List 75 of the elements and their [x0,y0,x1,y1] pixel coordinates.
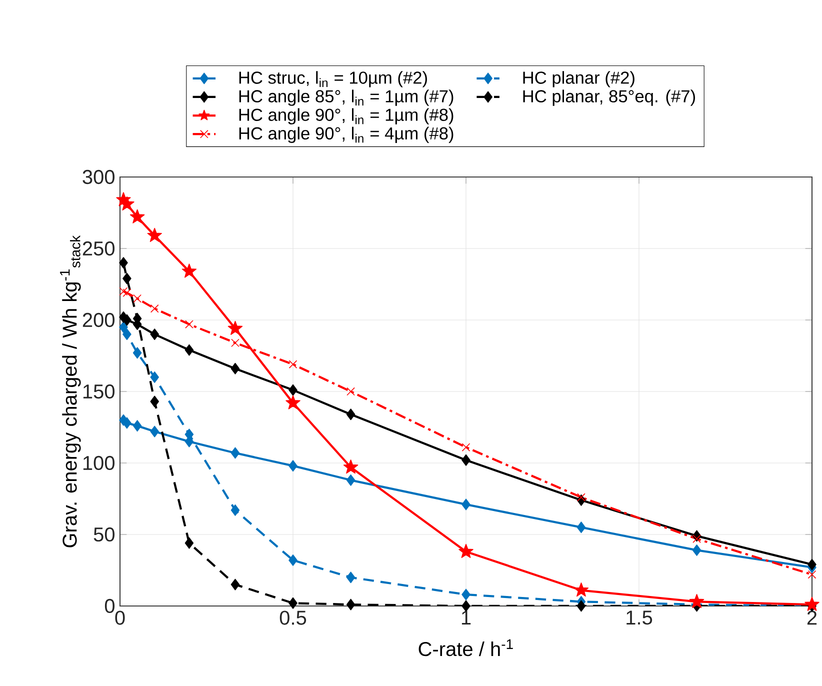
point [122,288,132,297]
point [122,417,132,429]
point [228,320,243,335]
y-axis-title: Grav. energy charged / Wh kg$^{-1}$stack [60,235,81,548]
legend-label: HC planar, 85°eq. (#7) [523,90,695,106]
y-tick-label: 200 [82,312,114,328]
y-tick-label: 300 [82,170,114,184]
point [808,570,816,579]
point [119,257,128,269]
point [692,534,701,543]
y-tick-label: 250 [82,241,114,256]
legend-label: HC struc, l$_{in}$ = 10µm (#2) [239,71,427,88]
x-tick-label: 1 [462,610,471,624]
point [130,209,145,224]
point [288,597,298,609]
point [150,328,160,340]
point [288,384,298,396]
point [122,328,132,340]
point [288,460,298,472]
x-axis-title: C-rate / h$^{-1}$ [418,639,513,656]
point [150,371,160,383]
point [120,196,134,210]
x-tick-label: 0.5 [280,610,306,625]
y-tick-label: 150 [83,384,114,399]
point [458,544,474,558]
point [288,360,298,368]
point [692,544,702,556]
y-tick-label: 0 [104,598,115,614]
point [185,320,194,328]
legend-label: HC angle 90°, l$_{in}$ = 1µm (#8) [239,108,454,124]
point [132,420,142,432]
point [119,287,128,296]
legend-label: HC angle 85°, l$_{in}$ = 1µm (#7) [239,90,454,106]
point [346,474,356,486]
point [346,598,356,610]
point [577,493,586,502]
x-tick-label: 0 [115,610,125,625]
point [230,447,240,459]
point [231,338,240,348]
point [150,426,160,438]
point [462,454,470,466]
legend-label: HC planar (#2) [523,71,634,88]
point [346,387,355,396]
point [230,578,240,590]
x-tick-label: 1.5 [626,610,652,625]
point [150,304,159,313]
point [182,264,197,278]
point [230,504,240,516]
y-tick-label: 100 [83,456,114,470]
point [808,558,816,570]
y-tick-label: 50 [94,527,114,542]
point [346,408,356,420]
point [462,498,470,510]
point [122,314,132,326]
point [576,600,586,612]
point [119,321,128,333]
point [462,443,470,452]
legend-label: HC angle 90°, l$_{in}$ = 4µm (#8) [239,126,454,143]
point [150,396,160,408]
point [288,554,298,566]
point [286,395,300,410]
point [184,344,194,356]
point [689,594,704,608]
point [184,537,194,549]
point [343,460,358,474]
point [230,362,240,374]
point [122,272,132,284]
point [576,522,586,534]
point [132,347,142,359]
point [147,228,162,242]
point [346,572,356,584]
x-tick-label: 2 [807,610,817,625]
point [462,588,470,600]
point [574,582,589,597]
point [133,294,142,303]
